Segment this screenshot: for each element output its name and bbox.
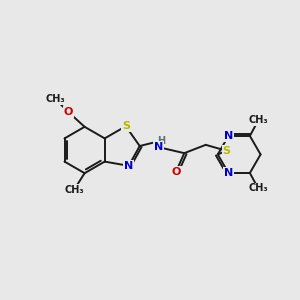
- Text: S: S: [122, 121, 130, 131]
- Text: CH₃: CH₃: [248, 116, 268, 125]
- Text: N: N: [124, 161, 133, 171]
- Text: O: O: [64, 107, 73, 117]
- Text: CH₃: CH₃: [46, 94, 66, 104]
- Text: H: H: [157, 136, 165, 146]
- Text: N: N: [224, 131, 233, 141]
- Text: CH₃: CH₃: [64, 184, 84, 194]
- Text: N: N: [224, 168, 233, 178]
- Text: S: S: [223, 146, 230, 156]
- Text: CH₃: CH₃: [248, 183, 268, 194]
- Text: N: N: [154, 142, 164, 152]
- Text: O: O: [171, 167, 181, 177]
